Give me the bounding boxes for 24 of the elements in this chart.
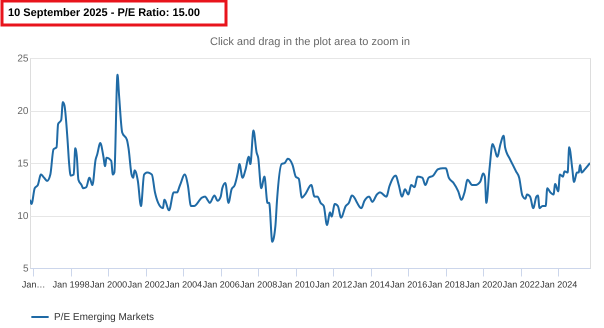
- chart-title: 10 September 2025 - P/E Ratio: 15.00: [8, 7, 200, 19]
- y-tick-label: 10: [17, 211, 29, 222]
- x-tick-label: Jan 2006: [202, 280, 240, 290]
- y-tick-label: 15: [17, 158, 29, 170]
- y-tick-label: 25: [17, 54, 29, 64]
- legend-label: P/E Emerging Markets: [54, 312, 154, 323]
- x-tick-label: Jan 2008: [240, 280, 278, 290]
- x-tick-label: Jan 2016: [390, 280, 428, 290]
- x-tick-label: Jan 2004: [165, 280, 202, 290]
- x-tick-label: Jan 2018: [428, 280, 465, 290]
- y-tick-label: 20: [17, 106, 29, 117]
- chart-subtitle: Click and drag in the plot area to zoom in: [210, 36, 410, 48]
- line-series: [30, 74, 590, 243]
- x-tick-label: Jan 2002: [128, 280, 165, 290]
- x-tick-label: Jan 2020: [465, 280, 502, 290]
- x-tick-label: Jan 2024: [540, 280, 578, 290]
- x-tick-label: Jan…: [22, 280, 46, 290]
- x-tick-label: Jan 2000: [90, 280, 128, 290]
- x-tick-label: Jan 2014: [352, 280, 390, 290]
- x-tick-label: Jan 2022: [502, 280, 540, 290]
- y-tick-label: 5: [22, 264, 29, 274]
- x-tick-label: Jan 1998: [52, 280, 90, 290]
- x-tick-label: Jan 2012: [315, 280, 352, 290]
- x-tick-label: Jan 2010: [278, 280, 315, 290]
